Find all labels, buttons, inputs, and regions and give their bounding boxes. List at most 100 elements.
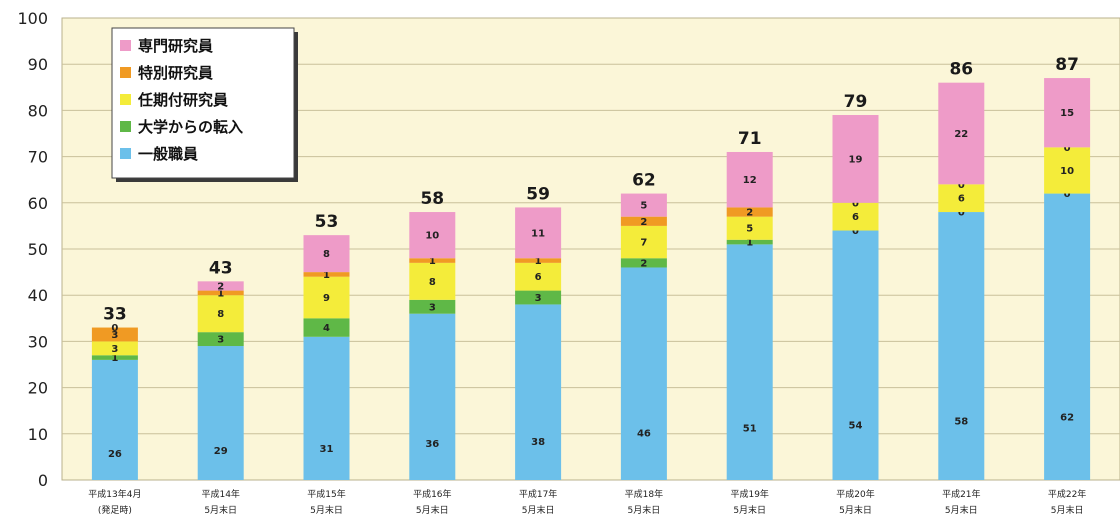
data-label: 2 <box>640 258 647 269</box>
data-label: 3 <box>111 330 118 341</box>
legend-label: 特別研究員 <box>138 64 213 82</box>
data-label: 5 <box>746 224 753 235</box>
bar-segment <box>620 267 667 480</box>
y-tick-label: 20 <box>28 379 48 398</box>
data-label: 8 <box>429 277 436 288</box>
legend-swatch <box>120 67 131 78</box>
x-tick-label: 5月末日 <box>628 504 661 516</box>
bar-segment <box>303 336 350 480</box>
x-tick-label: 5月末日 <box>310 504 343 516</box>
bar-segment <box>1044 78 1091 148</box>
x-tick-label: 平成22年 <box>1048 488 1086 500</box>
data-label: 12 <box>743 175 757 186</box>
data-label: 0 <box>958 180 965 191</box>
bar-segment <box>515 262 562 291</box>
data-label: 3 <box>217 335 224 346</box>
y-axis: 0 10 20 30 40 50 60 70 80 90 100 <box>17 9 48 490</box>
legend-label: 一般職員 <box>138 145 198 163</box>
data-label: 31 <box>320 444 334 455</box>
x-tick-label: 5月末日 <box>839 504 872 516</box>
data-label: 6 <box>852 212 859 223</box>
bar-segment <box>620 216 667 226</box>
bar-segment <box>726 239 773 245</box>
data-label: 58 <box>954 417 968 428</box>
bar-segment <box>409 299 456 314</box>
data-label: 3 <box>535 293 542 304</box>
bar-segment <box>515 258 562 263</box>
x-tick-label: 5月末日 <box>1051 504 1084 516</box>
y-tick-label: 70 <box>28 148 48 167</box>
data-label: 1 <box>323 270 330 281</box>
data-label: 4 <box>323 323 330 334</box>
bar-stack: 31 4 9 1 8 <box>303 235 350 480</box>
y-tick-label: 100 <box>17 9 48 28</box>
data-label: 11 <box>531 228 545 239</box>
y-tick-label: 40 <box>28 286 48 305</box>
bar-segment <box>620 258 667 268</box>
data-label: 10 <box>1060 166 1074 177</box>
x-tick-label: 平成15年 <box>307 488 345 500</box>
y-tick-label: 80 <box>28 101 48 120</box>
bar-segment <box>409 258 456 263</box>
bar-total-label: 86 <box>949 60 973 80</box>
data-label: 51 <box>743 424 757 435</box>
legend-swatch <box>120 148 131 159</box>
y-tick-label: 10 <box>28 425 48 444</box>
bar-total-label: 43 <box>209 258 233 278</box>
legend-label: 大学からの転入 <box>138 118 243 136</box>
bar-segment <box>91 327 138 342</box>
bar-total-label: 62 <box>632 171 656 191</box>
data-label: 5 <box>640 201 647 212</box>
bar-segment <box>832 202 879 231</box>
data-label: 9 <box>323 293 330 304</box>
data-label: 19 <box>849 154 863 165</box>
data-label: 0 <box>958 208 965 219</box>
bar-segment <box>91 355 138 360</box>
x-tick-label: 5月末日 <box>204 504 237 516</box>
bar-segment <box>197 295 244 333</box>
legend-box <box>111 27 295 179</box>
bar-segment <box>938 184 985 213</box>
x-tick-label: 5月末日 <box>733 504 766 516</box>
bar-segment <box>938 212 985 481</box>
data-label: 62 <box>1060 412 1074 423</box>
bar-segment <box>515 207 562 259</box>
data-label: 1 <box>429 256 436 267</box>
bar-segment <box>515 290 562 305</box>
legend-swatch <box>120 94 131 105</box>
data-label: 6 <box>958 194 965 205</box>
bar-total-label: 87 <box>1055 55 1079 75</box>
y-tick-label: 0 <box>38 471 48 490</box>
bar-total-label: 59 <box>526 184 550 204</box>
data-label: 8 <box>217 309 224 320</box>
bar-segment <box>726 207 773 217</box>
bar-stack: 29 3 8 12 <box>197 281 244 480</box>
bar-segment <box>726 244 773 480</box>
legend-label: 専門研究員 <box>138 37 213 55</box>
bar-total-label: 53 <box>315 212 339 232</box>
y-tick-label: 50 <box>28 240 48 259</box>
bar-segment <box>620 193 667 217</box>
legend-swatch <box>120 121 131 132</box>
data-label: 0 <box>111 323 118 334</box>
data-label: 2 <box>640 217 647 228</box>
data-label: 8 <box>323 249 330 260</box>
data-label: 46 <box>637 429 651 440</box>
x-tick-label: 平成19年 <box>730 488 768 500</box>
bar-segment <box>832 115 879 203</box>
bar-segment <box>1044 147 1091 194</box>
x-tick-label: 平成16年 <box>413 488 451 500</box>
bar-segment <box>303 276 350 319</box>
bar-segment <box>91 359 138 480</box>
bar-segment <box>515 304 562 480</box>
bar-segment <box>832 230 879 480</box>
bar-segment <box>409 212 456 259</box>
data-label: 6 <box>535 272 542 283</box>
y-tick-label: 30 <box>28 332 48 351</box>
bar-segment <box>197 332 244 347</box>
